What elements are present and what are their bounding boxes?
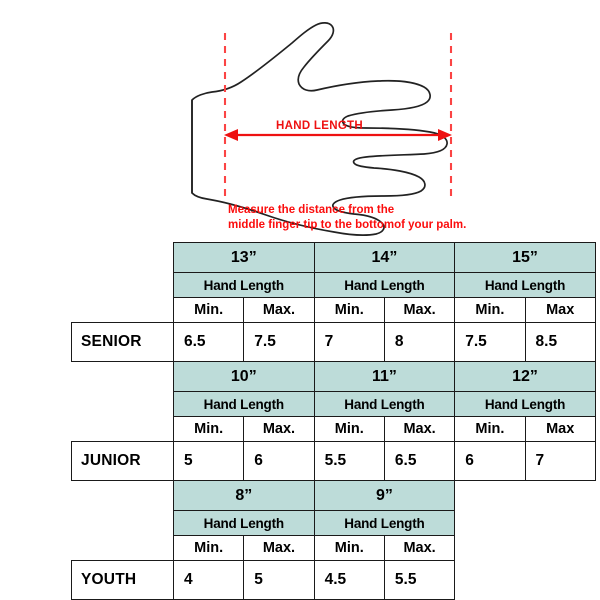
spacer-cell — [71, 361, 174, 392]
minmax-header-row-junior: Min. Max. Min. Max. Min. Max — [71, 416, 596, 442]
size-chart-body: 13” 14” 15” Hand Length Hand Length Hand Leng… — [71, 242, 596, 600]
minmax-header-row-youth: Min. Max. Min. Max. — [71, 535, 596, 561]
value-junior-4: 6 — [454, 441, 526, 481]
value-senior-4: 7.5 — [454, 322, 526, 362]
value-senior-0: 6.5 — [172, 322, 245, 362]
value-senior-5: 8.5 — [524, 322, 596, 362]
hand-length-header-senior-2: Hand Length — [454, 272, 596, 298]
spacer-cell — [71, 416, 174, 442]
value-junior-3: 6.5 — [383, 441, 456, 481]
hand-length-header-junior-0: Hand Length — [173, 391, 315, 417]
spacer-cell — [454, 560, 526, 600]
minmax-header-junior-3: Max. — [383, 416, 456, 442]
spacer-cell — [454, 535, 526, 561]
spacer-cell — [525, 510, 596, 536]
value-youth-2: 4.5 — [313, 560, 385, 600]
minmax-header-senior-1: Max. — [243, 297, 315, 323]
minmax-header-youth-3: Max. — [383, 535, 456, 561]
minmax-header-junior-4: Min. — [454, 416, 526, 442]
value-junior-2: 5.5 — [313, 441, 385, 481]
table-row: JUNIOR 5 6 5.5 6.5 6 7 — [71, 441, 596, 481]
size-header-senior-1: 14” — [313, 242, 456, 273]
size-header-senior-0: 13” — [173, 242, 315, 273]
group-label-senior: SENIOR — [71, 322, 174, 362]
spacer-cell — [71, 535, 174, 561]
measurement-instruction-caption: Measure the distance from the middle fin… — [228, 203, 466, 232]
group-label-junior: JUNIOR — [71, 441, 174, 481]
minmax-header-senior-4: Min. — [454, 297, 526, 323]
minmax-header-senior-5: Max — [524, 297, 596, 323]
hand-length-header-senior-0: Hand Length — [173, 272, 315, 298]
spacer-cell — [454, 510, 526, 536]
table-row: YOUTH 4 5 4.5 5.5 — [71, 560, 596, 600]
value-junior-1: 6 — [243, 441, 315, 481]
hand-silhouette-path — [191, 22, 448, 236]
minmax-header-junior-5: Max — [524, 416, 596, 442]
hand-length-header-row-senior: Hand Length Hand Length Hand Length — [71, 272, 596, 298]
spacer-cell — [525, 560, 596, 600]
minmax-header-junior-2: Min. — [313, 416, 385, 442]
value-senior-2: 7 — [313, 322, 385, 362]
spacer-cell — [71, 480, 174, 511]
spacer-cell — [525, 535, 596, 561]
value-senior-1: 7.5 — [243, 322, 315, 362]
hand-length-header-youth-0: Hand Length — [173, 510, 315, 536]
value-junior-0: 5 — [172, 441, 245, 481]
hand-length-header-junior-2: Hand Length — [454, 391, 596, 417]
size-header-row-senior: 13” 14” 15” — [71, 242, 596, 273]
size-header-youth-1: 9” — [313, 480, 456, 511]
spacer-cell — [71, 391, 174, 417]
hand-length-header-row-junior: Hand Length Hand Length Hand Length — [71, 391, 596, 417]
minmax-header-row-senior: Min. Max. Min. Max. Min. Max — [71, 297, 596, 323]
spacer-cell — [71, 297, 174, 323]
minmax-header-junior-0: Min. — [172, 416, 245, 442]
caption-line-1: Measure the distance from the — [228, 204, 395, 216]
minmax-header-youth-1: Max. — [243, 535, 315, 561]
size-header-junior-2: 12” — [454, 361, 596, 392]
size-header-junior-1: 11” — [313, 361, 456, 392]
group-label-youth: YOUTH — [71, 560, 174, 600]
value-youth-1: 5 — [243, 560, 315, 600]
hand-outline-icon — [191, 22, 453, 236]
spacer-cell — [71, 242, 174, 273]
size-header-youth-0: 8” — [173, 480, 315, 511]
minmax-header-senior-0: Min. — [172, 297, 245, 323]
hand-measurement-diagram: HAND LENGTH Measure the distance from th… — [0, 0, 600, 240]
size-header-junior-0: 10” — [173, 361, 315, 392]
value-junior-5: 7 — [524, 441, 596, 481]
double-headed-horizontal-arrow-icon — [224, 129, 452, 141]
glove-size-table: 13” 14” 15” Hand Length Hand Length Hand Leng… — [71, 242, 596, 600]
minmax-header-senior-2: Min. — [313, 297, 385, 323]
spacer-cell — [71, 272, 174, 298]
spacer-cell — [525, 480, 596, 511]
minmax-header-senior-3: Max. — [383, 297, 456, 323]
hand-length-header-row-youth: Hand Length Hand Length — [71, 510, 596, 536]
hand-length-header-senior-1: Hand Length — [313, 272, 456, 298]
minmax-header-youth-2: Min. — [313, 535, 385, 561]
value-senior-3: 8 — [383, 322, 456, 362]
size-header-row-youth: 8” 9” — [71, 480, 596, 511]
size-chart: 13” 14” 15” Hand Length Hand Length Hand Leng… — [71, 242, 596, 600]
hand-length-arrow-label: HAND LENGTH — [276, 120, 363, 132]
size-header-row-junior: 10” 11” 12” — [71, 361, 596, 392]
value-youth-0: 4 — [172, 560, 245, 600]
value-youth-3: 5.5 — [383, 560, 456, 600]
hand-length-header-youth-1: Hand Length — [313, 510, 456, 536]
spacer-cell — [454, 480, 526, 511]
minmax-header-junior-1: Max. — [243, 416, 315, 442]
spacer-cell — [71, 510, 174, 536]
caption-line-2: middle finger tip to the bottomof your p… — [228, 218, 467, 231]
minmax-header-youth-0: Min. — [172, 535, 245, 561]
hand-length-header-junior-1: Hand Length — [313, 391, 456, 417]
table-row: SENIOR 6.5 7.5 7 8 7.5 8.5 — [71, 322, 596, 362]
size-header-senior-2: 15” — [454, 242, 596, 273]
